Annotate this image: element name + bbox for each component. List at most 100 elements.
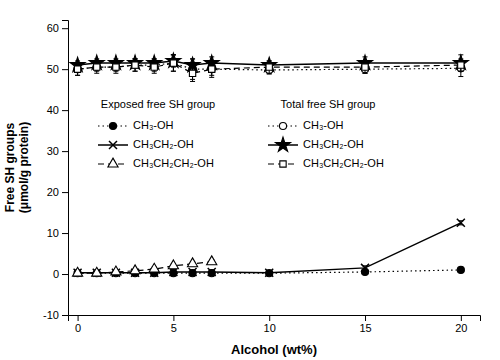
tick-mark bbox=[62, 233, 68, 234]
point bbox=[74, 66, 81, 73]
tick-mark bbox=[461, 315, 462, 321]
error-bar bbox=[363, 61, 368, 73]
legend-item: CH₃CH₂CH₂-OH bbox=[268, 157, 384, 169]
legend: Exposed free SH groupTotal free SH group… bbox=[98, 98, 384, 169]
axis-line bbox=[62, 21, 69, 316]
point bbox=[113, 64, 119, 70]
marks bbox=[70, 53, 468, 277]
error-bar bbox=[267, 61, 272, 73]
error-bar bbox=[190, 65, 195, 81]
tick: 20 bbox=[47, 186, 68, 198]
error-bar bbox=[133, 59, 138, 71]
tick-mark bbox=[62, 315, 68, 316]
tick: 20 bbox=[455, 315, 467, 334]
line bbox=[78, 223, 461, 273]
error-bar bbox=[152, 61, 157, 73]
legend-marker bbox=[275, 137, 290, 151]
legend-label: CH₃-OH bbox=[303, 119, 344, 131]
tick-mark bbox=[62, 274, 68, 275]
series bbox=[74, 55, 464, 80]
tick: 0 bbox=[53, 268, 68, 280]
tick: 60 bbox=[47, 22, 68, 34]
point bbox=[111, 266, 121, 275]
tick: 15 bbox=[359, 315, 371, 334]
tick-label: 0 bbox=[53, 268, 59, 280]
point bbox=[132, 62, 139, 69]
legend-marker bbox=[279, 122, 286, 129]
point bbox=[128, 55, 143, 69]
point bbox=[168, 260, 178, 269]
point bbox=[151, 64, 157, 70]
point bbox=[93, 64, 100, 71]
tick-mark bbox=[62, 110, 68, 111]
point bbox=[189, 268, 197, 276]
tick-label: 60 bbox=[47, 22, 59, 34]
point bbox=[209, 66, 215, 72]
point bbox=[92, 267, 102, 276]
tick: 40 bbox=[47, 104, 68, 116]
error-bar bbox=[94, 63, 99, 71]
point bbox=[189, 70, 195, 76]
error-bar bbox=[94, 61, 99, 73]
series bbox=[72, 256, 216, 276]
legend-item: CH₃CH₂-OH bbox=[98, 138, 194, 150]
chart: 05101520-100102030405060Exposed free SH … bbox=[0, 0, 500, 360]
x-axis: 05101520 bbox=[69, 315, 481, 334]
point bbox=[361, 264, 369, 272]
point bbox=[266, 64, 272, 70]
tick-mark bbox=[173, 315, 174, 321]
point bbox=[149, 263, 159, 272]
point bbox=[189, 270, 196, 277]
point bbox=[170, 59, 177, 66]
point bbox=[130, 265, 140, 274]
tick: 50 bbox=[47, 63, 68, 75]
error-bar bbox=[458, 59, 463, 71]
tick-label: 20 bbox=[47, 186, 59, 198]
tick-label: 15 bbox=[359, 322, 371, 334]
tick-label: 30 bbox=[47, 145, 59, 157]
tick-label: 20 bbox=[455, 322, 467, 334]
legend-marker bbox=[109, 141, 117, 149]
legend-item: CH₃-OH bbox=[98, 119, 174, 131]
point bbox=[74, 66, 80, 72]
error-bar bbox=[171, 55, 176, 71]
point bbox=[362, 64, 368, 70]
error-bar bbox=[209, 61, 214, 77]
tick-label: 40 bbox=[47, 104, 59, 116]
point bbox=[170, 270, 177, 277]
legend-label: CH₃CH₂-OH bbox=[133, 138, 194, 150]
tick-mark bbox=[62, 69, 68, 70]
point bbox=[208, 270, 215, 277]
legend-item: CH₃CH₂-OH bbox=[268, 137, 364, 151]
tick-mark bbox=[62, 192, 68, 193]
point bbox=[112, 64, 119, 71]
point bbox=[457, 219, 465, 227]
point bbox=[458, 62, 464, 68]
x-axis-title: Alcohol (wt%) bbox=[231, 342, 317, 357]
error-bar bbox=[458, 60, 463, 76]
legend-item: CH₃-OH bbox=[268, 119, 344, 131]
point bbox=[208, 268, 216, 276]
tick-mark bbox=[62, 28, 68, 29]
y-axis-title: Free SH groups(μmol/g protein) bbox=[3, 122, 31, 213]
point bbox=[262, 57, 277, 71]
legend-label: CH₃CH₂CH₂-OH bbox=[133, 157, 214, 169]
error-bar bbox=[75, 63, 80, 75]
legend-marker bbox=[108, 158, 118, 167]
tick: 5 bbox=[171, 315, 177, 334]
legend-marker bbox=[109, 122, 116, 129]
point bbox=[132, 62, 138, 68]
series bbox=[74, 55, 464, 82]
tick: 10 bbox=[47, 227, 68, 239]
tick-mark bbox=[269, 315, 270, 321]
annotation: Total free SH group bbox=[281, 98, 376, 110]
tick-label: -10 bbox=[43, 309, 59, 321]
point bbox=[208, 66, 215, 73]
error-bar bbox=[113, 63, 118, 71]
legend-marker bbox=[280, 161, 286, 167]
tick-mark bbox=[62, 151, 68, 152]
tick: 30 bbox=[47, 145, 68, 157]
tick-mark bbox=[78, 315, 79, 321]
point bbox=[265, 269, 273, 277]
tick-label: 10 bbox=[264, 322, 276, 334]
